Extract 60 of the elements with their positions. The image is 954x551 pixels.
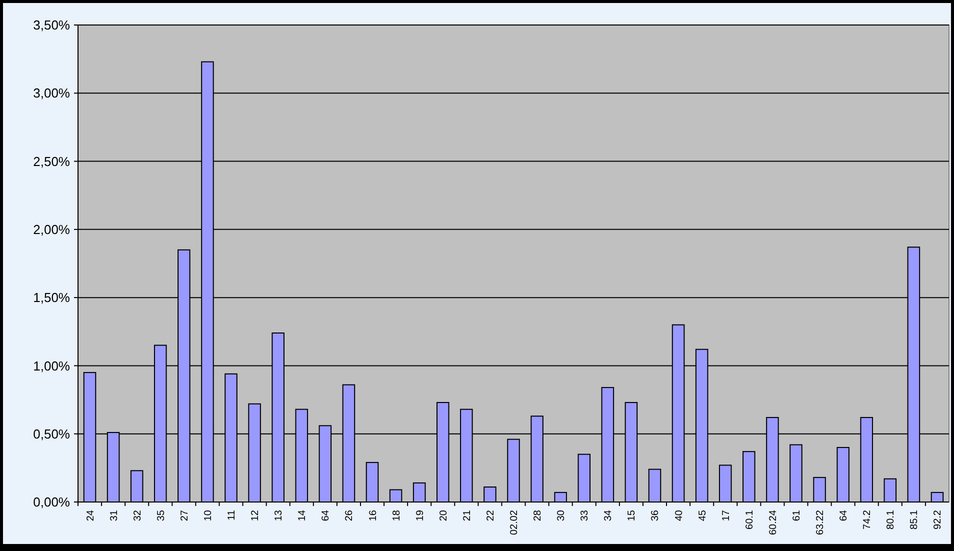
x-tick-label: 28 xyxy=(532,510,544,522)
bar xyxy=(554,492,567,502)
x-tick-label: 15 xyxy=(626,510,638,522)
x-tick-label: 85.1 xyxy=(909,510,920,530)
x-tick-label: 63.22 xyxy=(815,510,826,536)
x-tick-label: 34 xyxy=(603,510,614,522)
bar xyxy=(412,482,426,502)
bar xyxy=(790,444,802,502)
x-tick-label: 17 xyxy=(720,510,732,522)
x-tick-label: 60.1 xyxy=(744,510,756,530)
bar xyxy=(507,438,520,502)
x-tick-label: 74.2 xyxy=(862,510,874,530)
x-tick-label: 21 xyxy=(462,510,473,522)
y-tick-label: 2,00% xyxy=(33,222,70,237)
y-tick-label: 0,50% xyxy=(33,426,70,442)
x-tick-label: 92.2 xyxy=(932,510,944,530)
x-tick-label: 16 xyxy=(368,510,379,522)
bar xyxy=(648,468,662,502)
bar xyxy=(884,478,897,502)
x-tick-label: 60.24 xyxy=(768,510,779,536)
y-tick-label: 1,50% xyxy=(33,290,70,306)
x-tick-label: 61 xyxy=(791,510,802,522)
x-tick-label: 27 xyxy=(179,510,190,522)
x-tick-label: 30 xyxy=(556,510,568,522)
x-tick-label: 36 xyxy=(650,510,662,522)
x-tick-label: 14 xyxy=(297,510,308,522)
x-tick-label: 45 xyxy=(697,510,708,522)
x-tick-label: 02.02 xyxy=(509,510,520,536)
x-tick-label: 64 xyxy=(320,510,332,522)
x-tick-label: 26 xyxy=(344,510,356,522)
x-tick-label: 40 xyxy=(674,510,685,522)
x-tick-label: 64 xyxy=(838,510,850,522)
bar xyxy=(366,462,379,502)
y-tick-label: 0,00% xyxy=(33,494,70,510)
bar xyxy=(578,454,591,502)
bar xyxy=(130,470,144,502)
x-tick-label: 32 xyxy=(132,510,144,522)
x-tick-label: 13 xyxy=(274,510,285,522)
x-tick-label: 31 xyxy=(108,510,120,522)
y-tick-label: 2,50% xyxy=(33,154,70,169)
x-tick-label: 22 xyxy=(485,510,496,522)
x-tick-label: 33 xyxy=(580,510,591,522)
x-tick-label: 11 xyxy=(226,510,238,520)
bar xyxy=(718,464,732,502)
x-tick-label: 19 xyxy=(414,510,426,522)
x-tick-label: 80.1 xyxy=(886,510,897,530)
x-tick-label: 24 xyxy=(85,510,96,522)
bar xyxy=(836,446,850,502)
x-tick-label: 20 xyxy=(438,510,450,522)
bar xyxy=(484,486,496,502)
y-tick-label: 3,50% xyxy=(33,18,70,33)
y-tick-label: 1,00% xyxy=(33,358,70,374)
y-tick-label: 3,00% xyxy=(33,86,70,101)
x-tick-label: 35 xyxy=(156,510,167,522)
bar xyxy=(813,476,826,502)
bar xyxy=(389,489,402,502)
x-tick-label: 10 xyxy=(202,510,214,522)
x-tick-label: 12 xyxy=(250,510,262,522)
bar xyxy=(742,451,756,502)
x-tick-label: 18 xyxy=(391,510,402,522)
